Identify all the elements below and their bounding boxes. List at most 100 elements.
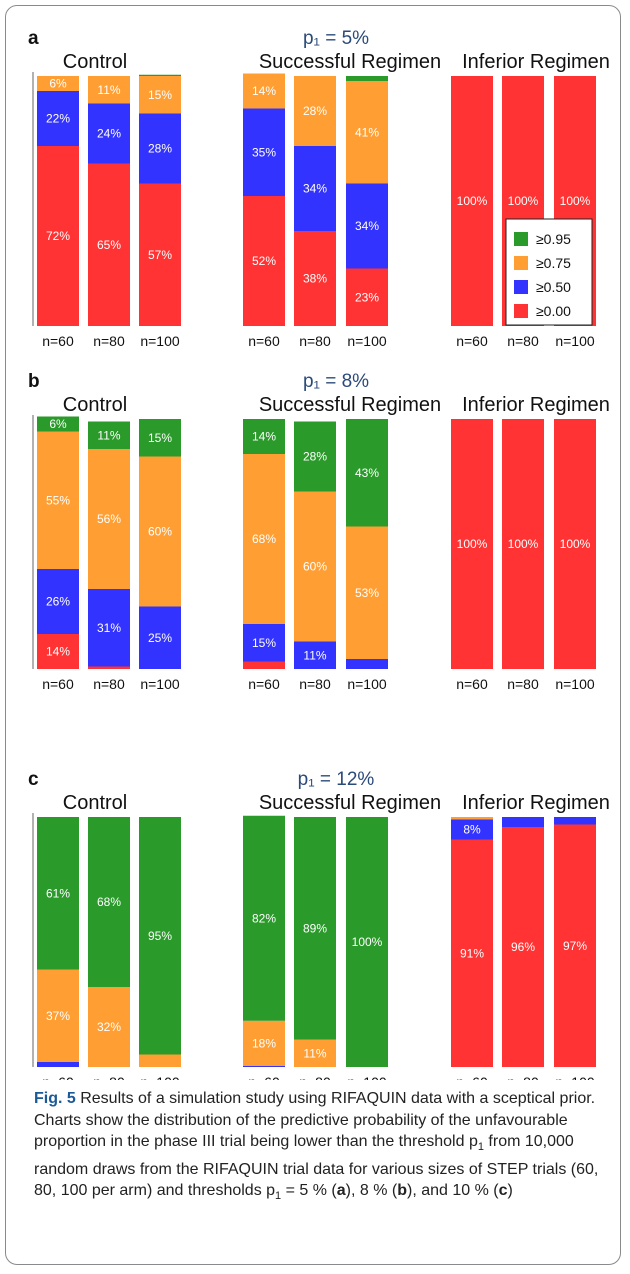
data-label-a-2-2-0: 100% xyxy=(560,194,591,208)
data-label-b-1-1-1: 11% xyxy=(303,648,326,662)
bar-segment-c-1-0-3 xyxy=(243,815,285,1021)
group-label-b-0: Control xyxy=(63,394,127,416)
caption-text-5: ), and 10 % ( xyxy=(406,1182,499,1200)
bar-segment-b-1-0-3 xyxy=(243,419,285,454)
data-label-a-1-1-2: 28% xyxy=(303,104,327,118)
x-tick-label-c-1-0: n=60 xyxy=(248,1074,280,1080)
data-label-b-2-2-0: 100% xyxy=(560,537,591,551)
data-label-c-2-2-0: 97% xyxy=(563,939,587,953)
x-tick-label-c-1-2: n=100 xyxy=(347,1074,387,1080)
x-tick-label-c-2-1: n=80 xyxy=(507,1074,539,1080)
bar-segment-a-0-1-0 xyxy=(88,163,130,326)
bar-segment-a-0-2-1 xyxy=(139,113,181,184)
bar-segment-c-1-0-1 xyxy=(243,1065,285,1067)
data-label-a-1-2-0: 23% xyxy=(355,290,379,304)
bar-segment-b-1-1-1 xyxy=(294,641,336,669)
data-label-a-1-1-1: 34% xyxy=(303,182,327,196)
data-label-a-0-0-2: 6% xyxy=(49,77,67,91)
data-label-c-0-0-2: 37% xyxy=(46,1009,70,1023)
x-tick-label-b-0-1: n=80 xyxy=(93,676,125,692)
data-label-c-2-0-0: 91% xyxy=(460,946,484,960)
bar-segment-b-1-0-0 xyxy=(243,661,285,669)
panel-label-c: c xyxy=(28,769,39,790)
data-label-c-1-2-3: 100% xyxy=(352,935,383,949)
panel-title-b: p₁ = 8% xyxy=(303,371,369,392)
panel-title-c: p₁ = 12% xyxy=(298,769,375,790)
legend-swatch-2 xyxy=(514,280,528,294)
data-label-b-0-2-3: 15% xyxy=(148,431,172,445)
figure-charts: a p₁ = 5% Control Successful Regimen Inferio… xyxy=(28,28,610,1080)
caption-ref-c: c xyxy=(498,1182,508,1200)
bar-segment-a-1-2-1 xyxy=(346,183,388,269)
x-tick-label-b-0-0: n=60 xyxy=(42,676,74,692)
data-label-c-2-0-1: 8% xyxy=(463,823,481,837)
bar-segment-a-0-2-2 xyxy=(139,76,181,114)
data-label-b-0-1-3: 11% xyxy=(97,428,120,442)
bar-segment-a-1-2-3 xyxy=(346,76,388,81)
x-tick-label-b-1-0: n=60 xyxy=(248,676,280,692)
legend-swatch-1 xyxy=(514,256,528,270)
bar-segment-b-0-0-1 xyxy=(37,569,79,634)
data-label-a-0-2-0: 57% xyxy=(148,248,172,262)
group-label-c-2: Inferior Regimen xyxy=(462,792,610,814)
data-label-a-1-0-0: 52% xyxy=(252,254,276,268)
data-label-a-0-1-2: 11% xyxy=(97,83,120,97)
bar-segment-c-2-0-2 xyxy=(451,817,493,820)
data-label-b-0-2-1: 25% xyxy=(148,631,172,645)
data-label-b-1-0-2: 68% xyxy=(252,532,276,546)
bar-segment-c-0-0-3 xyxy=(37,817,79,970)
bar-segment-b-1-0-1 xyxy=(243,624,285,662)
group-label-a-0: Control xyxy=(63,51,127,73)
bar-segment-b-2-0-0 xyxy=(451,419,493,669)
caption-sub-2: 1 xyxy=(275,1190,282,1203)
data-label-a-1-1-0: 38% xyxy=(303,272,327,286)
data-label-b-0-0-1: 26% xyxy=(46,595,70,609)
x-tick-label-a-1-0: n=60 xyxy=(248,333,280,349)
bar-segment-b-0-2-1 xyxy=(139,606,181,669)
bar-segment-c-1-2-3 xyxy=(346,817,388,1067)
panel-label-b: b xyxy=(28,371,40,392)
bar-segment-a-1-2-0 xyxy=(346,268,388,326)
bar-segment-a-1-0-1 xyxy=(243,108,285,196)
data-label-a-1-2-2: 41% xyxy=(355,125,379,139)
bar-segment-b-0-2-2 xyxy=(139,456,181,607)
bar-segment-b-1-2-2 xyxy=(346,526,388,659)
data-label-a-1-0-1: 35% xyxy=(252,145,276,159)
bar-segment-c-2-0-0 xyxy=(451,839,493,1067)
bar-segment-a-0-2-3 xyxy=(139,74,181,76)
x-tick-label-a-1-2: n=100 xyxy=(347,333,387,349)
caption-text-3: = 5 % ( xyxy=(281,1182,337,1200)
data-label-a-1-2-1: 34% xyxy=(355,219,379,233)
bar-segment-c-0-1-2 xyxy=(88,987,130,1067)
group-label-b-1: Successful Regimen xyxy=(259,394,441,416)
caption-sub-1: 1 xyxy=(477,1141,484,1154)
data-label-c-0-1-3: 68% xyxy=(97,895,121,909)
data-label-a-2-1-0: 100% xyxy=(508,194,539,208)
x-tick-label-b-1-2: n=100 xyxy=(347,676,387,692)
bar-segment-b-0-1-3 xyxy=(88,421,130,449)
data-label-c-2-1-0: 96% xyxy=(511,940,535,954)
caption-text-2: from 10,000 random draws from the RIFAQU… xyxy=(34,1133,599,1200)
data-label-a-0-0-1: 22% xyxy=(46,112,70,126)
x-tick-label-a-0-2: n=100 xyxy=(140,333,180,349)
legend-swatch-0 xyxy=(514,232,528,246)
data-label-c-0-0-3: 61% xyxy=(46,886,70,900)
data-label-a-0-1-1: 24% xyxy=(97,127,121,141)
x-tick-label-b-0-2: n=100 xyxy=(140,676,180,692)
x-tick-label-c-0-1: n=80 xyxy=(93,1074,125,1080)
x-tick-label-c-2-0: n=60 xyxy=(456,1074,488,1080)
caption-text-1: Results of a simulation study using RIFA… xyxy=(34,1090,596,1150)
bar-segment-c-2-2-1 xyxy=(554,817,596,825)
bar-segment-c-2-1-0 xyxy=(502,827,544,1067)
data-label-a-0-2-2: 15% xyxy=(148,88,172,102)
caption-text-6: ) xyxy=(507,1182,513,1200)
bar-segment-a-0-0-0 xyxy=(37,146,79,326)
data-label-b-1-1-3: 28% xyxy=(303,450,327,464)
data-label-a-1-0-2: 14% xyxy=(252,84,276,98)
x-tick-label-c-1-1: n=80 xyxy=(299,1074,331,1080)
bar-segment-b-1-2-3 xyxy=(346,419,388,527)
bar-segment-c-0-2-2 xyxy=(139,1054,181,1067)
bar-segment-a-0-0-1 xyxy=(37,91,79,146)
bar-segment-c-2-2-0 xyxy=(554,824,596,1067)
group-label-a-1: Successful Regimen xyxy=(259,51,441,73)
